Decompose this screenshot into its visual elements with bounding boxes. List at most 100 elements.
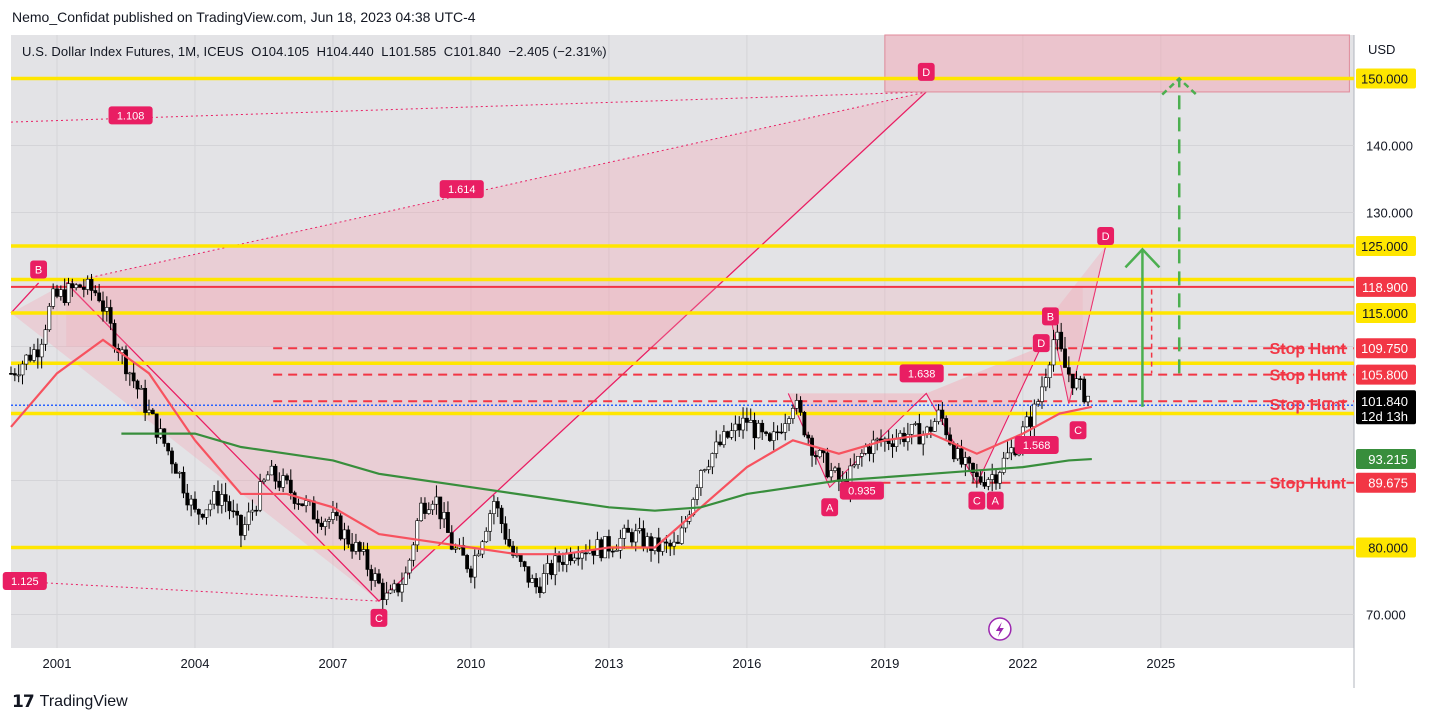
candle-body: [361, 549, 366, 552]
candle-body: [790, 407, 795, 419]
candle-body: [637, 528, 642, 532]
price-badge-bg: [1356, 338, 1416, 359]
candle-body: [47, 306, 52, 331]
candle-body: [74, 284, 79, 289]
price-badge-bg: [1356, 236, 1416, 257]
low-label: L: [381, 44, 389, 59]
candle-body: [752, 419, 757, 439]
candle-body: [101, 300, 105, 312]
candle-body: [982, 482, 987, 487]
recent-pattern-legs: [1049, 245, 1107, 404]
candle-body: [955, 448, 960, 460]
stop-hunt-label: Stop Hunt: [1270, 341, 1347, 358]
candle-body: [729, 430, 734, 438]
candle-body: [315, 518, 320, 524]
candle-body: [1036, 401, 1041, 405]
candle-body: [990, 474, 995, 480]
candle-body: [112, 323, 117, 349]
open-value: 104.105: [261, 44, 310, 59]
candle-body: [24, 354, 29, 365]
candle-body: [783, 423, 788, 433]
candle-body: [986, 479, 991, 487]
time-tick-label: 2001: [43, 656, 72, 671]
candle-body: [706, 466, 711, 470]
candle-body: [633, 530, 638, 543]
candle-body: [350, 543, 355, 552]
symbol-name: U.S. Dollar Index Futures, 1M, ICEUS: [22, 44, 244, 59]
candle-body: [319, 522, 324, 527]
small-pattern-xab: [788, 393, 927, 488]
point-label-bg: [1069, 421, 1087, 440]
candle-body: [127, 372, 132, 375]
dashed-green-arrow-head: [1161, 76, 1198, 96]
price-badge-bg: [1356, 537, 1416, 558]
point-label: D: [922, 67, 930, 79]
candle-body: [177, 471, 182, 474]
point-label: C: [1074, 425, 1082, 437]
candle-body: [553, 555, 558, 576]
price-axis[interactable]: USD 70.000 130.000 140.000 150.000 125.000 118…: [1356, 42, 1416, 623]
candle-body: [273, 465, 278, 482]
candle-body: [695, 487, 699, 500]
candle-body: [1055, 331, 1060, 341]
candle-body: [212, 491, 217, 505]
candle-body: [446, 512, 450, 533]
point-label-bg: [1042, 307, 1059, 326]
candle-body: [1063, 348, 1067, 368]
point-label: C: [375, 613, 383, 625]
time-tick-label: 2019: [870, 656, 899, 671]
candle-body: [357, 542, 362, 552]
candle-body: [748, 419, 753, 423]
high-value: 104.440: [326, 44, 374, 59]
candle-body: [794, 400, 799, 409]
candle-body: [698, 470, 703, 488]
candle-body: [124, 349, 128, 375]
candle-body: [327, 519, 332, 522]
candle-body: [392, 583, 397, 591]
time-axis[interactable]: 2001 2004 2007 2010 2013 2016 2019 2022 2025: [43, 656, 1176, 671]
candle-body: [342, 529, 347, 540]
candle-body: [1082, 378, 1087, 403]
price-badge-89.675: 89.675: [1368, 476, 1408, 491]
candle-body: [737, 423, 742, 431]
candle-body: [492, 501, 496, 514]
candle-body: [518, 554, 523, 562]
candle-body: [756, 422, 761, 439]
point-label-bg: [917, 62, 935, 81]
point-label-bg: [821, 498, 839, 517]
candle-body: [764, 431, 768, 434]
candle-body: [733, 423, 738, 431]
stop-hunt-label: Stop Hunt: [1270, 476, 1347, 493]
candle-body: [369, 569, 374, 581]
candle-body: [863, 446, 868, 454]
candle-body: [936, 409, 941, 422]
candle-body: [833, 467, 837, 471]
candle-body: [262, 479, 266, 483]
candle-body: [365, 549, 370, 570]
candle-body: [150, 409, 155, 415]
candle-body: [710, 453, 715, 468]
candle-body: [388, 589, 393, 594]
candle-body: [541, 573, 546, 594]
candle-body: [488, 513, 492, 532]
candle-body: [495, 501, 500, 509]
candle-body: [258, 481, 263, 511]
candle-body: [971, 462, 975, 473]
point-label-bg: [968, 491, 986, 510]
candle-body: [300, 503, 305, 507]
candle-body: [338, 515, 343, 540]
close-label: C: [443, 44, 454, 59]
candle-body: [484, 530, 489, 543]
candle-body: [1001, 457, 1006, 473]
candle-body: [39, 343, 44, 358]
candle-body: [143, 387, 148, 413]
candle-body: [641, 528, 646, 549]
ohlc-legend: U.S. Dollar Index Futures, 1M, ICEUS O10…: [22, 44, 607, 59]
candle-body: [951, 443, 956, 460]
candle-body: [97, 292, 102, 302]
candle-body: [231, 510, 236, 513]
ratio-label: 1.568: [1023, 440, 1051, 452]
candle-body: [645, 536, 650, 549]
